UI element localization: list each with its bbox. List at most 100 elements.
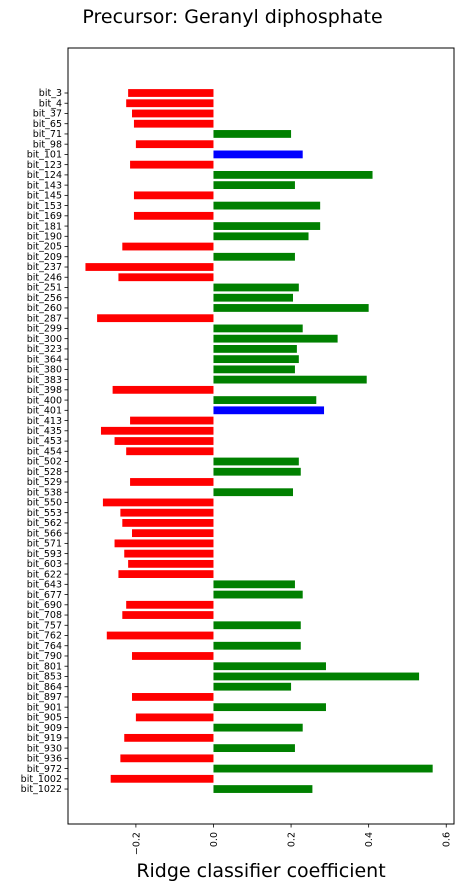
bar-bit-145 — [133, 191, 214, 200]
y-tick-label: bit_897 — [27, 692, 62, 703]
y-tick-label: bit_209 — [27, 252, 62, 263]
y-tick-label: bit_169 — [27, 211, 62, 222]
y-tick-label: bit_909 — [27, 723, 62, 734]
bar-bit-413 — [130, 416, 214, 425]
bar-bit-71 — [213, 130, 292, 138]
y-tick-label: bit_453 — [27, 436, 62, 447]
bar-bit-905 — [135, 713, 214, 722]
x-tick-label: 0.0 — [209, 832, 220, 847]
y-tick-label: bit_677 — [27, 590, 62, 601]
bar-bit-550 — [102, 498, 214, 507]
y-tick-label: bit_1022 — [21, 784, 62, 795]
y-tick-label: bit_401 — [27, 406, 62, 417]
bar-bit-762 — [106, 631, 214, 640]
y-tick-label: bit_65 — [33, 119, 62, 130]
y-tick-label: bit_708 — [27, 610, 62, 621]
x-tick-label: 0.2 — [287, 832, 298, 847]
y-tick-label: bit_123 — [27, 160, 62, 171]
y-tick-label: bit_566 — [27, 528, 62, 539]
bar-bit-181 — [213, 222, 321, 230]
y-tick-label: bit_71 — [33, 129, 62, 140]
bar-bit-380 — [213, 365, 295, 374]
y-tick-label: bit_930 — [27, 743, 62, 754]
bar-bit-256 — [213, 293, 294, 302]
y-tick-label: bit_762 — [27, 631, 62, 642]
bar-bit-323 — [213, 345, 297, 353]
bar-bit-502 — [213, 457, 299, 466]
y-tick-label: bit_764 — [27, 641, 62, 652]
bar-bit-400 — [213, 396, 317, 404]
bar-bit-98 — [135, 140, 214, 149]
x-tick-label: 0.6 — [442, 832, 453, 847]
y-tick-label: bit_260 — [27, 303, 62, 314]
y-tick-label: bit_205 — [27, 242, 62, 253]
y-tick-label: bit_364 — [27, 354, 62, 365]
y-tick-label: bit_299 — [27, 324, 62, 335]
bar-bit-972 — [213, 764, 433, 773]
bar-bit-790 — [132, 652, 214, 660]
bar-bit-757 — [213, 621, 301, 630]
y-axis-ticks: bit_3bit_4bit_37bit_65bit_71bit_98bit_10… — [21, 88, 68, 795]
bar-bit-708 — [122, 611, 214, 619]
y-tick-label: bit_256 — [27, 293, 62, 304]
y-tick-label: bit_571 — [27, 539, 62, 550]
y-tick-label: bit_400 — [27, 395, 62, 406]
y-tick-label: bit_757 — [27, 620, 62, 631]
bar-bit-853 — [213, 672, 420, 681]
y-tick-label: bit_145 — [27, 191, 62, 202]
y-tick-label: bit_553 — [27, 508, 62, 519]
bar-bit-246 — [118, 273, 214, 282]
bar-bit-936 — [120, 754, 214, 763]
y-tick-label: bit_246 — [27, 272, 62, 283]
y-tick-label: bit_529 — [27, 477, 62, 488]
y-tick-label: bit_1002 — [21, 774, 62, 785]
y-tick-label: bit_300 — [27, 334, 62, 345]
y-tick-label: bit_603 — [27, 559, 62, 570]
y-tick-label: bit_143 — [27, 180, 62, 191]
bar-bit-603 — [128, 559, 214, 568]
y-tick-label: bit_550 — [27, 498, 62, 509]
y-tick-label: bit_901 — [27, 702, 62, 713]
bar-bit-801 — [213, 662, 326, 671]
bar-bit-260 — [213, 304, 369, 312]
bar-bit-364 — [213, 355, 299, 364]
bar-bit-299 — [213, 324, 303, 333]
y-tick-label: bit_905 — [27, 713, 62, 724]
y-tick-label: bit_413 — [27, 416, 62, 427]
bar-bit-909 — [213, 723, 303, 732]
bar-bit-435 — [100, 426, 214, 435]
bar-bit-101 — [213, 150, 303, 159]
chart-title: Precursor: Geranyl diphosphate — [82, 6, 383, 28]
y-tick-label: bit_801 — [27, 661, 62, 672]
bar-bit-1002 — [110, 774, 214, 783]
y-tick-label: bit_562 — [27, 518, 62, 529]
bar-bit-690 — [126, 600, 214, 609]
bar-bit-237 — [85, 263, 214, 271]
bar-bit-124 — [213, 170, 373, 179]
bar-bit-897 — [132, 693, 214, 701]
y-tick-label: bit_502 — [27, 457, 62, 468]
bar-bit-65 — [133, 119, 214, 128]
plot-frame — [67, 47, 455, 825]
bar-bit-454 — [126, 447, 214, 456]
bar-bit-538 — [213, 488, 294, 497]
y-tick-label: bit_3 — [39, 88, 62, 99]
bar-bit-251 — [213, 283, 299, 292]
bar-bit-153 — [213, 201, 321, 210]
bar-bit-300 — [213, 334, 338, 343]
bar-bit-677 — [213, 590, 303, 599]
y-tick-label: bit_864 — [27, 682, 62, 693]
y-tick-label: bit_4 — [39, 98, 62, 109]
bar-bit-287 — [97, 314, 214, 323]
y-tick-label: bit_972 — [27, 764, 62, 775]
bar-bit-529 — [130, 478, 214, 486]
y-tick-label: bit_936 — [27, 754, 62, 765]
bar-bit-209 — [213, 252, 295, 261]
y-tick-label: bit_790 — [27, 651, 62, 662]
bar-bit-528 — [213, 467, 301, 476]
x-axis-label: Ridge classifier coefficient — [136, 860, 386, 882]
y-tick-label: bit_383 — [27, 375, 62, 386]
bar-bit-764 — [213, 641, 301, 650]
bar-bit-383 — [213, 375, 367, 384]
